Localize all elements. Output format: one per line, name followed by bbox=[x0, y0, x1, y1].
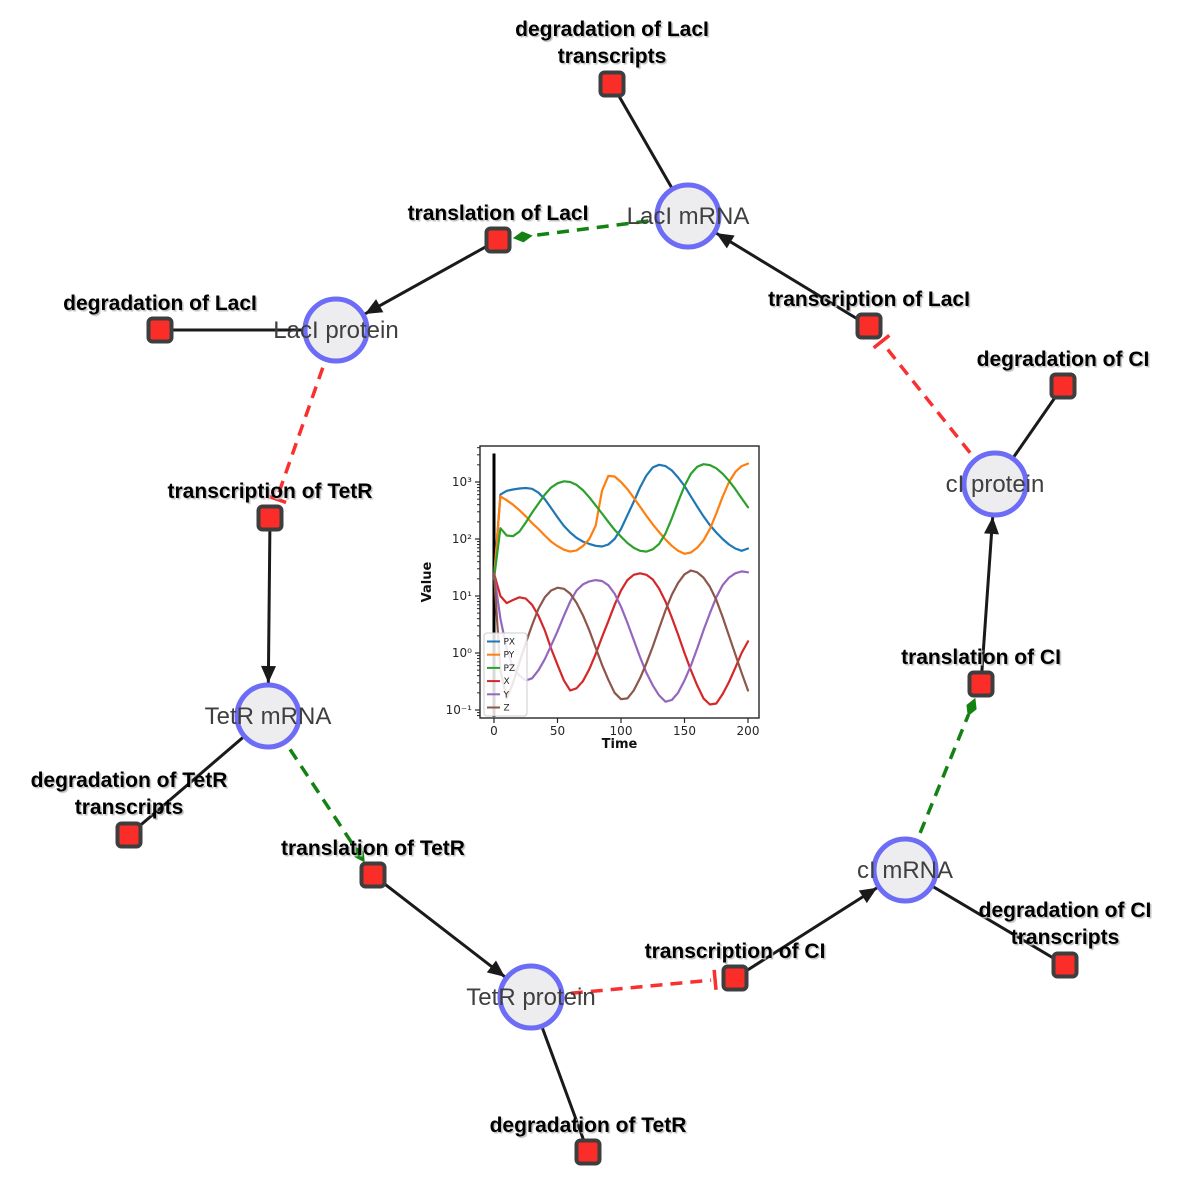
reaction-label-deg_ci_transcripts-line1: transcripts bbox=[1011, 926, 1120, 949]
species-label-tetr_protein: TetR protein bbox=[466, 984, 595, 1011]
legend-label-PZ: PZ bbox=[504, 664, 516, 674]
y-tick-label: 10¹ bbox=[452, 589, 472, 603]
reaction-node-transcription_ci bbox=[721, 964, 749, 992]
species-node-ci_mrna bbox=[871, 836, 939, 904]
inset-chart: 10³ 10² 10¹ 10⁰ 10⁻¹ 0 50 100 150 200 Time Value PX P… bbox=[420, 445, 760, 752]
series-line-PY bbox=[492, 462, 750, 580]
reaction-label-deg_laci_transcripts-line0: degradation of LacI bbox=[515, 18, 709, 41]
x-axis-label: Time bbox=[602, 737, 638, 752]
reaction-label-deg_laci-line0: degradation of LacI bbox=[63, 292, 257, 315]
reaction-label-deg_tetr_transcripts-line0: degradation of TetR bbox=[31, 769, 228, 792]
reaction-node-translation_ci bbox=[967, 670, 995, 698]
reaction-node-deg_tetr_transcripts bbox=[115, 821, 143, 849]
series-line-PZ bbox=[492, 463, 750, 580]
nodes-layer bbox=[115, 70, 1079, 1166]
reaction-label-deg_ci_transcripts-line0: degradation of CI bbox=[979, 899, 1152, 922]
edge-translation_laci-to-laci_protein-arrowhead-icon bbox=[364, 299, 384, 314]
reaction-node-transcription_tetr bbox=[256, 504, 284, 532]
edge-transcription_ci-to-ci_mrna-arrowhead-icon bbox=[858, 887, 878, 904]
reaction-label-transcription_laci-line0: transcription of LacI bbox=[768, 288, 970, 311]
reaction-label-deg_tetr-line0: degradation of TetR bbox=[490, 1114, 687, 1137]
edge-tetr_protein-to-transcription_ci-tbar-icon bbox=[712, 969, 718, 990]
edge-translation_ci-to-ci_protein-arrowhead-icon bbox=[984, 516, 999, 535]
species-label-ci_mrna: cI mRNA bbox=[857, 857, 953, 884]
reaction-node-transcription_laci bbox=[855, 312, 883, 340]
reaction-label-translation_tetr-line0: translation of TetR bbox=[281, 837, 465, 860]
y-tick-label: 10³ bbox=[452, 475, 472, 489]
species-node-laci_mrna bbox=[654, 182, 722, 250]
reaction-node-deg_laci_transcripts bbox=[598, 70, 626, 98]
edge-tetr_mrna-to-translation_tetr-diamond-icon bbox=[353, 845, 365, 863]
x-tick-label: 150 bbox=[673, 724, 696, 738]
species-label-laci_protein: LacI protein bbox=[273, 317, 398, 344]
y-tick-label: 10² bbox=[452, 532, 472, 546]
reaction-label-translation_ci-line0: translation of CI bbox=[901, 646, 1061, 669]
x-tick-label: 200 bbox=[737, 724, 760, 738]
species-label-laci_mrna: LacI mRNA bbox=[627, 203, 750, 230]
legend-label-Y: Y bbox=[503, 690, 510, 700]
reaction-node-translation_laci bbox=[484, 226, 512, 254]
species-node-tetr_mrna bbox=[234, 682, 302, 750]
edge-ci_protein-to-transcription_laci-tbar-icon bbox=[872, 334, 891, 350]
x-tick-label: 0 bbox=[490, 724, 498, 738]
edge-laci_protein-to-transcription_tetr-tbar-icon bbox=[266, 494, 287, 505]
species-label-tetr_mrna: TetR mRNA bbox=[205, 703, 332, 730]
legend-label-X: X bbox=[504, 677, 510, 687]
species-node-laci_protein bbox=[302, 296, 370, 364]
legend-label-PY: PY bbox=[504, 651, 515, 661]
reaction-label-deg_ci-line0: degradation of CI bbox=[977, 348, 1150, 371]
y-axis-label: Value bbox=[420, 561, 435, 602]
y-tick-label: 10⁻¹ bbox=[446, 703, 473, 717]
reaction-label-deg_tetr_transcripts-line1: transcripts bbox=[75, 796, 184, 819]
edge-markers-layer bbox=[261, 231, 999, 990]
species-label-ci_protein: cI protein bbox=[946, 471, 1045, 498]
edge-transcription_tetr-to-tetr_mrna-arrowhead-icon bbox=[261, 665, 277, 684]
edge-translation_tetr-to-tetr_protein-arrowhead-icon bbox=[486, 960, 505, 977]
series-line-Y bbox=[492, 570, 750, 703]
reaction-node-deg_ci bbox=[1049, 372, 1077, 400]
reaction-label-transcription_tetr-line0: transcription of TetR bbox=[168, 480, 373, 503]
reaction-node-deg_tetr bbox=[574, 1138, 602, 1166]
series-line-PX bbox=[492, 463, 750, 580]
legend-label-Z: Z bbox=[504, 704, 510, 714]
edge-laci_mrna-to-translation_laci-diamond-icon bbox=[512, 231, 533, 243]
edge-ci_mrna-to-translation_ci-diamond-icon bbox=[966, 697, 977, 717]
y-tick-label: 10⁰ bbox=[452, 646, 472, 660]
x-tick-label: 100 bbox=[610, 724, 633, 738]
reaction-label-translation_laci-line0: translation of LacI bbox=[408, 202, 589, 225]
labels-layer: degradation of LacI transcripts translatio… bbox=[31, 18, 1152, 1137]
species-node-tetr_protein bbox=[497, 963, 565, 1031]
species-node-ci_protein bbox=[961, 450, 1029, 518]
series-line-Z bbox=[492, 569, 750, 701]
reaction-label-transcription_ci-line0: transcription of CI bbox=[645, 940, 826, 963]
edge-transcription_laci-to-laci_mrna-arrowhead-icon bbox=[716, 233, 735, 249]
reaction-node-translation_tetr bbox=[359, 861, 387, 889]
reaction-node-deg_laci bbox=[146, 316, 174, 344]
legend-label-PX: PX bbox=[504, 638, 516, 648]
reaction-label-deg_laci_transcripts-line1: transcripts bbox=[558, 45, 667, 68]
x-tick-label: 50 bbox=[550, 724, 565, 738]
reaction-node-deg_ci_transcripts bbox=[1051, 951, 1079, 979]
